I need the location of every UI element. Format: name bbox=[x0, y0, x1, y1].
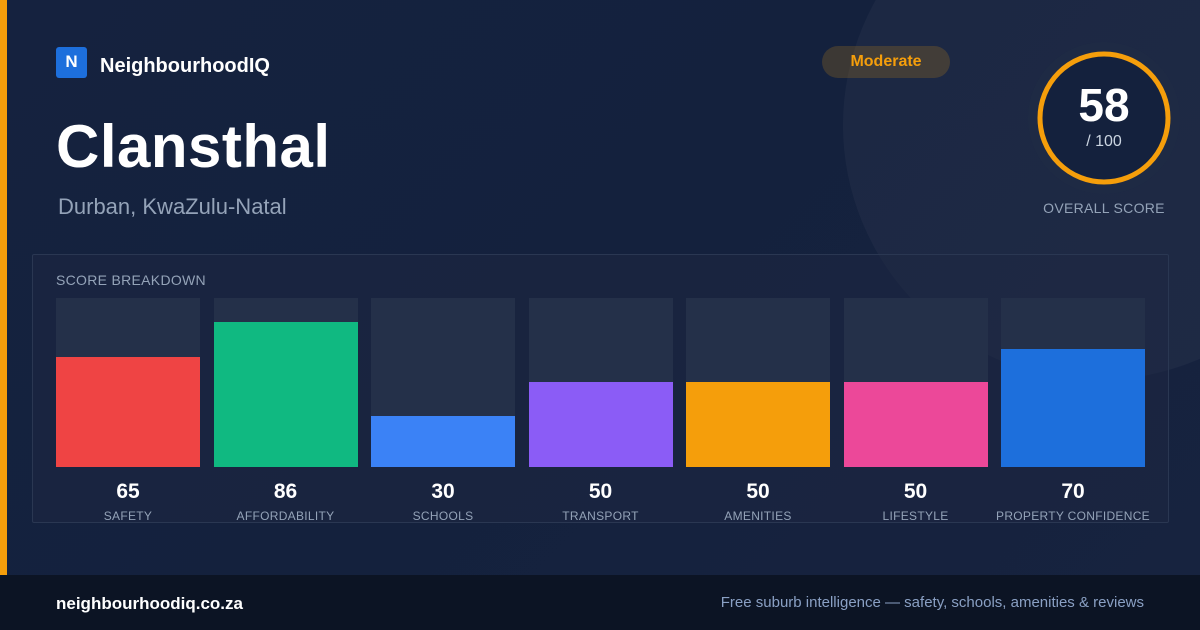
rating-badge: Moderate bbox=[822, 46, 950, 78]
bar-label: LIFESTYLE bbox=[882, 509, 949, 523]
overall-score-value: 58 bbox=[1078, 79, 1130, 131]
score-ring-inner bbox=[1040, 54, 1168, 182]
logo-icon: N bbox=[56, 46, 87, 78]
bar-label: AFFORDABILITY bbox=[236, 509, 335, 523]
score-breakdown-panel: SCORE BREAKDOWN 65 SAFETY 86 AFFORDABILITY 3… bbox=[32, 254, 1169, 523]
bar-label: SAFETY bbox=[103, 509, 153, 523]
footer-domain-link[interactable]: neighbourhoodiq.co.za bbox=[56, 594, 243, 613]
score-bar-schools: 30 SCHOOLS bbox=[371, 298, 515, 524]
overall-score-max: / 100 bbox=[1086, 133, 1122, 150]
footer-tagline: Free suburb intelligence — safety, schoo… bbox=[720, 594, 1144, 611]
bar-track bbox=[213, 298, 358, 467]
bar-label: PROPERTY CONFIDENCE bbox=[996, 509, 1150, 523]
accent-bar bbox=[0, 0, 7, 575]
bar-fill bbox=[56, 357, 200, 467]
overall-score-ring: 58 / 100 bbox=[1028, 42, 1180, 194]
bar-fill bbox=[371, 416, 515, 467]
breakdown-title: SCORE BREAKDOWN bbox=[56, 272, 206, 288]
score-bar-safety: 65 SAFETY bbox=[56, 298, 200, 524]
hero-background bbox=[0, 0, 1200, 575]
bar-value: 86 bbox=[273, 480, 298, 503]
bar-label: AMENITIES bbox=[724, 509, 792, 523]
bar-track bbox=[1001, 298, 1145, 467]
bar-value: 30 bbox=[431, 480, 455, 503]
suburb-location: Durban, KwaZulu-Natal bbox=[58, 194, 287, 219]
bar-fill bbox=[843, 382, 988, 467]
score-bar-affordability: 86 AFFORDABILITY bbox=[213, 298, 358, 524]
score-bar-lifestyle: 50 LIFESTYLE bbox=[843, 298, 988, 524]
score-bar-amenities: 50 AMENITIES bbox=[686, 298, 830, 524]
score-bar-transport: 50 TRANSPORT bbox=[528, 298, 673, 524]
bar-value: 50 bbox=[746, 480, 770, 503]
bar-label: SCHOOLS bbox=[412, 509, 474, 523]
bar-track bbox=[56, 298, 200, 467]
bar-value: 50 bbox=[903, 480, 928, 503]
bar-track bbox=[371, 298, 515, 467]
bar-track bbox=[686, 298, 830, 467]
brand-name: NeighbourhoodIQ bbox=[100, 54, 270, 77]
bar-value: 70 bbox=[1061, 480, 1085, 503]
bar-label: TRANSPORT bbox=[562, 509, 639, 523]
bar-track bbox=[528, 298, 673, 467]
breakdown-bars: 65 SAFETY 86 AFFORDABILITY 30 SCHOOLS 50 TRANSP… bbox=[33, 255, 1168, 524]
bar-fill bbox=[528, 382, 673, 467]
brand[interactable]: N NeighbourhoodIQ bbox=[56, 46, 270, 78]
score-bar-property-confidence: 70 PROPERTY CONFIDENCE bbox=[996, 298, 1150, 524]
bar-fill bbox=[1001, 349, 1145, 467]
overall-score-caption: OVERALL SCORE bbox=[1043, 200, 1165, 216]
bar-fill bbox=[213, 322, 358, 467]
score-ring-arc bbox=[1037, 51, 1171, 185]
bar-value: 50 bbox=[588, 480, 613, 503]
suburb-title: Clansthal bbox=[56, 113, 331, 180]
bar-track bbox=[843, 298, 988, 467]
bar-fill bbox=[686, 382, 830, 467]
score-ring-graphic bbox=[1028, 42, 1180, 194]
footer: neighbourhoodiq.co.za Free suburb intell… bbox=[0, 575, 1200, 630]
bar-value: 65 bbox=[116, 480, 140, 503]
